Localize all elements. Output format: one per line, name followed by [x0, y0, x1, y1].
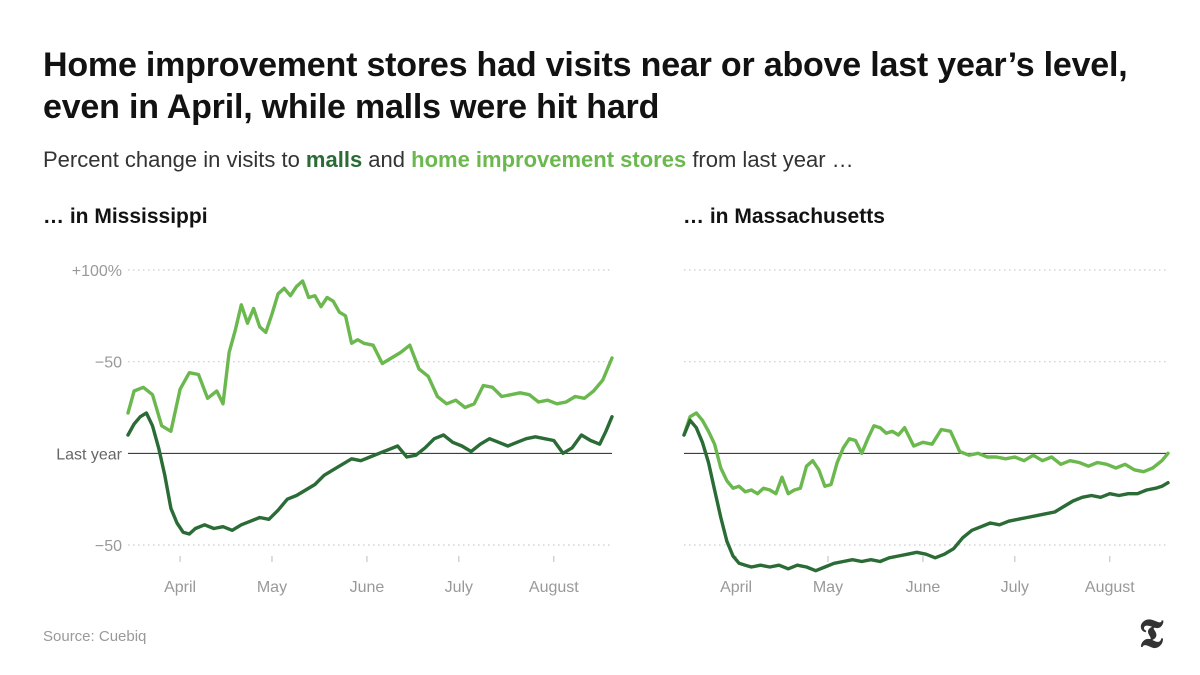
panel-title-massachusetts: … in Massachusetts — [683, 205, 885, 228]
chart-subtitle: Percent change in visits to malls and ho… — [43, 145, 854, 175]
subtitle-home-key: home improvement stores — [411, 147, 687, 172]
mississippi-x-tick-label: August — [529, 579, 579, 596]
subtitle-malls-key: malls — [305, 147, 363, 172]
source-note: Source: Cuebiq — [43, 628, 147, 645]
panel-title-mississippi: … in Mississippi — [43, 205, 208, 228]
mississippi-x-tick-label: April — [164, 579, 196, 596]
massachusetts-series-malls — [682, 418, 1170, 573]
subtitle-and: and — [362, 147, 412, 172]
mississippi-y-tick-label: −50 — [95, 355, 122, 372]
mississippi-y-tick-label: +100% — [72, 263, 122, 280]
massachusetts-x-tick-label: June — [906, 579, 941, 596]
mississippi-x-tick-label: May — [257, 579, 287, 596]
massachusetts-series-home-improvement — [682, 411, 1170, 496]
massachusetts-x-tick-label: July — [1001, 579, 1029, 596]
mississippi-y-tick-label: Last year — [56, 446, 122, 463]
subtitle-suffix: from last year … — [686, 147, 854, 172]
mississippi-x-tick-label: July — [445, 579, 473, 596]
subtitle-prefix: Percent change in visits to — [43, 147, 306, 172]
mississippi-x-tick-label: June — [350, 579, 385, 596]
nyt-logo: 𝕿 — [1138, 610, 1164, 657]
massachusetts-x-tick-label: August — [1085, 579, 1135, 596]
mississippi-series-malls — [126, 411, 614, 536]
massachusetts-x-tick-label: April — [720, 579, 752, 596]
mississippi-series-home-improvement — [126, 279, 614, 433]
massachusetts-x-tick-label: May — [813, 579, 843, 596]
chart-title: Home improvement stores had visits near … — [43, 46, 1128, 126]
mississippi-y-tick-label: −50 — [95, 538, 122, 555]
